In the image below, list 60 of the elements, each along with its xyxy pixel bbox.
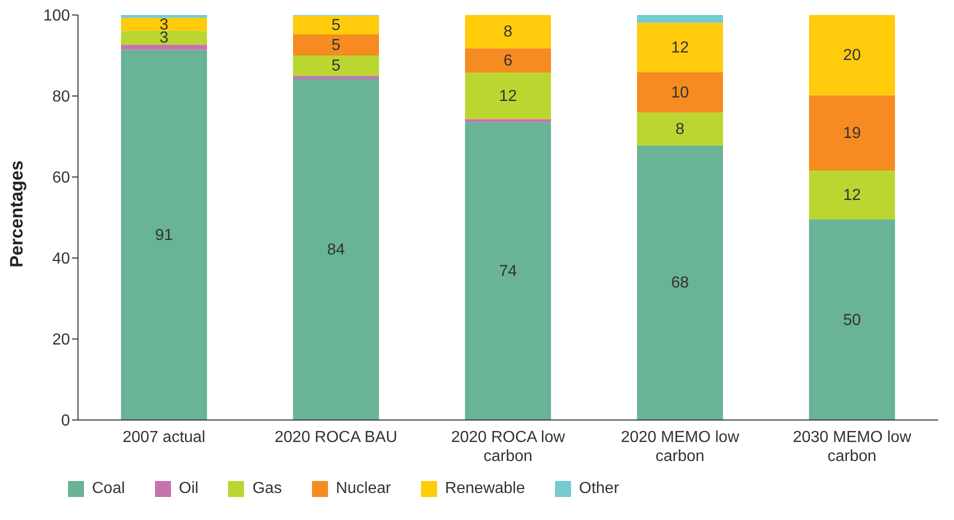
bar (465, 72, 551, 120)
data-label: 6 (504, 52, 513, 70)
bar (809, 15, 895, 96)
data-label: 50 (843, 312, 861, 329)
legend-label: Renewable (444, 480, 526, 498)
data-label: 5 (332, 36, 341, 54)
bar (465, 48, 551, 73)
legend-label: Gas (252, 480, 282, 498)
bar (293, 76, 379, 79)
y-tick-label: 40 (52, 250, 70, 268)
bar (465, 122, 551, 420)
legend-label: Coal (92, 480, 125, 498)
data-label: 20 (843, 47, 861, 64)
x-tick-label: 2007 actual (122, 429, 206, 446)
bar (121, 15, 207, 18)
bar (637, 15, 723, 23)
bar (637, 145, 723, 420)
bar (121, 50, 207, 420)
data-label: 74 (499, 263, 517, 280)
data-label: 10 (671, 84, 689, 102)
data-label: 8 (676, 121, 685, 138)
bar (293, 56, 379, 76)
data-label: 84 (327, 241, 345, 258)
bar (637, 72, 723, 113)
legend-label: Nuclear (336, 480, 391, 498)
data-label: 8 (504, 24, 513, 41)
bar (809, 95, 895, 171)
bar (293, 16, 379, 34)
y-tick-label: 0 (61, 412, 70, 430)
y-tick-label: 20 (52, 332, 70, 349)
bar (465, 15, 551, 48)
x-tick-label: 2020 ROCA BAU (274, 429, 398, 446)
data-label: 12 (843, 187, 861, 204)
data-label: 5 (332, 58, 341, 75)
data-label: 3 (160, 30, 169, 47)
data-label: 68 (671, 274, 689, 292)
bar (809, 170, 895, 220)
data-label: 5 (332, 17, 341, 34)
y-axis-title: Percentages (6, 160, 26, 268)
bar (293, 34, 379, 56)
data-label: 12 (499, 88, 517, 105)
bar (121, 30, 207, 45)
bar (121, 18, 207, 31)
bar (465, 119, 551, 122)
x-tick-label: 2030 MEMO low carbon (792, 429, 912, 465)
bar (121, 44, 207, 50)
legend-label: Oil (178, 480, 198, 498)
legend-label: Other (579, 480, 620, 498)
y-tick-label: 100 (43, 8, 70, 25)
data-label: 12 (671, 39, 689, 56)
bar (293, 78, 379, 420)
bar (637, 112, 723, 146)
data-label: 91 (155, 226, 173, 244)
bar (637, 22, 723, 72)
y-tick-label: 80 (52, 88, 70, 106)
x-tick-label: 2020 ROCA low carbon (451, 429, 566, 465)
data-label: 19 (843, 124, 861, 142)
bar (809, 220, 895, 420)
x-tick-label: 2020 MEMO low carbon (620, 429, 740, 465)
y-tick-label: 60 (52, 170, 70, 187)
